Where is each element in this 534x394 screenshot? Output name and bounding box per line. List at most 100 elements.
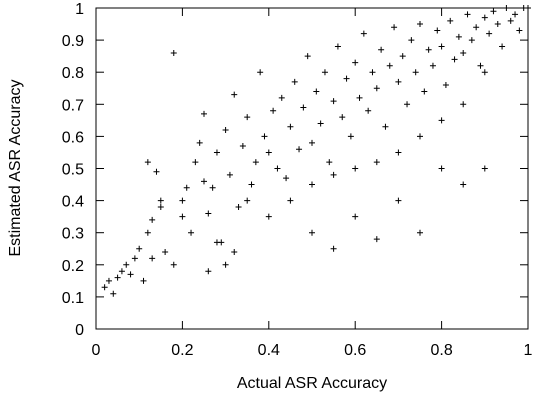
data-point [391,24,397,30]
data-point [443,82,449,88]
data-point [374,236,380,242]
data-point [210,185,216,191]
data-point [300,105,306,111]
x-axis-label: Actual ASR Accuracy [237,375,387,392]
data-point [128,271,134,277]
data-point [283,175,289,181]
data-point [287,124,293,130]
data-point [214,239,220,245]
data-point [149,255,155,261]
data-point [439,117,445,123]
data-point [266,149,272,155]
y-tick-label: 1 [75,1,84,18]
data-point [106,278,112,284]
data-point [145,230,151,236]
data-point [387,63,393,69]
y-tick-label: 0.7 [62,97,84,114]
data-point [192,159,198,165]
data-point [201,111,207,117]
data-point [158,198,164,204]
data-point [296,146,302,152]
data-point [244,198,250,204]
data-point [331,246,337,252]
data-point [482,15,488,21]
data-point [352,60,358,66]
axis-ticks: 0 0.2 0.4 0.6 0.8 1 0 0.1 0.2 0.3 0.4 0.5 0.6 0.7 0.8 0… [62,1,533,359]
data-point [201,178,207,184]
data-point [223,127,229,133]
x-tick-label: 0 [92,342,101,359]
data-point [149,217,155,223]
y-tick-label: 0 [75,322,84,339]
data-point [279,95,285,101]
plot-frame [96,8,528,329]
data-point [136,246,142,252]
data-point [378,47,384,53]
data-points [102,5,531,297]
data-point [369,69,375,75]
data-point [374,159,380,165]
x-tick-label: 0.8 [430,342,452,359]
data-point [460,182,466,188]
data-point [223,262,229,268]
data-point [439,44,445,50]
y-tick-label: 0.6 [62,129,84,146]
data-point [417,230,423,236]
data-point [158,204,164,210]
data-point [322,69,328,75]
data-point [352,166,358,172]
data-point [495,21,501,27]
data-point [469,37,475,43]
data-point [499,44,505,50]
x-tick-label: 0.2 [171,342,193,359]
data-point [335,44,341,50]
data-point [430,63,436,69]
data-point [395,198,401,204]
data-point [110,291,116,297]
data-point [162,249,168,255]
data-point [456,34,462,40]
data-point [395,149,401,155]
data-point [374,85,380,91]
data-point [214,149,220,155]
data-point [482,69,488,75]
data-point [512,11,518,17]
data-point [123,262,129,268]
data-point [132,255,138,261]
data-point [318,121,324,127]
data-point [486,31,492,37]
data-point [244,114,250,120]
data-point [439,166,445,172]
data-point [421,88,427,94]
data-point [102,284,108,290]
data-point [344,76,350,82]
data-point [227,172,233,178]
data-point [331,98,337,104]
data-point [141,278,147,284]
data-point [477,63,483,69]
data-point [231,92,237,98]
data-point [516,27,522,33]
y-tick-label: 0.2 [62,258,84,275]
data-point [119,268,125,274]
data-point [270,108,276,114]
data-point [434,27,440,33]
data-point [408,37,414,43]
data-point [508,18,514,24]
data-point [188,230,194,236]
data-point [266,214,272,220]
data-point [249,182,255,188]
data-point [253,159,259,165]
data-point [417,21,423,27]
data-point [465,11,471,17]
y-tick-label: 0.4 [62,194,84,211]
y-tick-label: 0.9 [62,33,84,50]
data-point [231,249,237,255]
data-point [115,275,121,281]
data-point [460,101,466,107]
data-point [287,198,293,204]
data-point [171,50,177,56]
data-point [447,18,453,24]
data-point [482,166,488,172]
data-point [452,56,458,62]
